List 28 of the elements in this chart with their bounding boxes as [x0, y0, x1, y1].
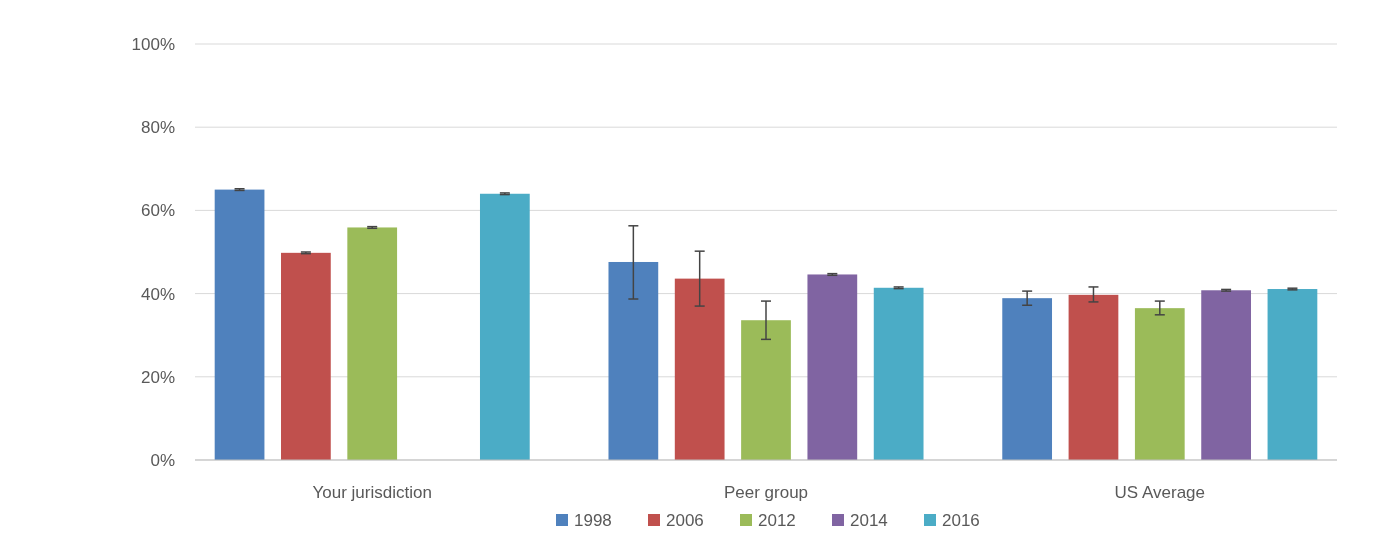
- legend-label: 2006: [666, 511, 704, 530]
- bar: [873, 287, 924, 460]
- y-tick-label: 20%: [140, 367, 175, 387]
- y-tick-label: 60%: [140, 201, 175, 221]
- bar: [214, 189, 265, 460]
- bar: [1201, 290, 1251, 460]
- bar: [347, 227, 398, 460]
- legend-label: 1998: [574, 511, 612, 530]
- bar: [1134, 308, 1185, 460]
- legend-label: 2016: [942, 511, 980, 530]
- x-tick-label: Peer group: [723, 483, 809, 502]
- bar: [807, 274, 858, 460]
- bar: [1002, 298, 1053, 460]
- x-tick-label: US Average: [1114, 483, 1205, 502]
- y-tick-label: 0%: [150, 450, 175, 470]
- bar: [741, 320, 791, 460]
- bar: [1267, 289, 1318, 460]
- y-tick-label: 100%: [131, 34, 175, 54]
- legend-label: 2014: [850, 511, 888, 530]
- bar: [608, 261, 659, 460]
- y-tick-label: 80%: [140, 118, 175, 138]
- x-tick-label: Your jurisdiction: [312, 483, 432, 502]
- bar: [479, 193, 530, 460]
- legend-label: 2012: [758, 511, 796, 530]
- bar: [674, 278, 725, 460]
- y-tick-label: 40%: [140, 284, 175, 304]
- bar: [281, 252, 331, 460]
- bar: [1068, 294, 1119, 460]
